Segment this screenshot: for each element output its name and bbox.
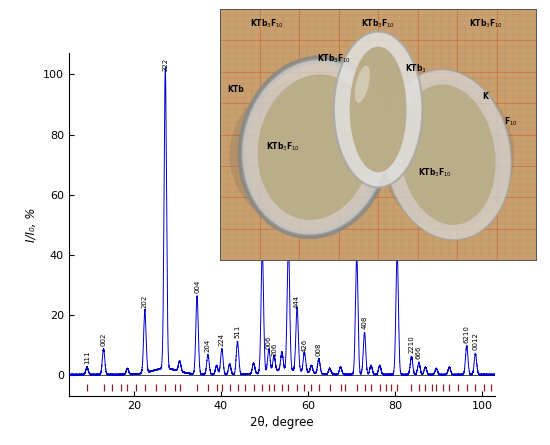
Ellipse shape — [355, 66, 370, 103]
Text: 222: 222 — [162, 58, 168, 71]
Text: 666: 666 — [416, 346, 422, 360]
Text: 226: 226 — [285, 226, 292, 239]
Text: 224: 224 — [219, 333, 225, 346]
Text: 444: 444 — [294, 295, 300, 308]
Y-axis label: I/I₀, %: I/I₀, % — [24, 207, 37, 242]
Text: 408: 408 — [361, 316, 367, 329]
Ellipse shape — [334, 32, 422, 187]
Text: 511: 511 — [234, 325, 240, 338]
Text: 2210: 2210 — [409, 336, 415, 353]
Text: 002: 002 — [101, 332, 107, 346]
Text: 004: 004 — [194, 280, 200, 293]
Ellipse shape — [350, 47, 406, 172]
Text: KTb$_3$F$_{10}$: KTb$_3$F$_{10}$ — [361, 18, 395, 30]
Ellipse shape — [384, 69, 512, 240]
Text: KTb$_3$F$_{10}$: KTb$_3$F$_{10}$ — [469, 18, 503, 30]
Text: 404: 404 — [259, 235, 265, 248]
Text: 202: 202 — [142, 295, 148, 308]
Text: 426: 426 — [301, 339, 307, 352]
Text: KTb$_3$F$_{10}$: KTb$_3$F$_{10}$ — [317, 53, 351, 65]
Text: 626: 626 — [354, 235, 360, 248]
X-axis label: 2θ, degree: 2θ, degree — [250, 417, 313, 429]
Text: KTb$_3$F$_{10}$: KTb$_3$F$_{10}$ — [250, 18, 284, 30]
Text: F$_{10}$: F$_{10}$ — [504, 116, 518, 128]
Ellipse shape — [229, 79, 388, 230]
Text: KTb$_3$F$_{10}$: KTb$_3$F$_{10}$ — [266, 141, 300, 154]
Text: KTb$_3$F$_{10}$: KTb$_3$F$_{10}$ — [418, 166, 452, 178]
Text: 448: 448 — [394, 232, 400, 245]
Ellipse shape — [400, 85, 496, 225]
Text: 204: 204 — [205, 339, 211, 352]
Ellipse shape — [257, 74, 372, 220]
Text: 6210: 6210 — [464, 325, 470, 343]
Text: 006: 006 — [266, 336, 272, 349]
Text: KTb$_3$: KTb$_3$ — [405, 63, 427, 76]
Text: 111: 111 — [84, 350, 90, 364]
Text: 206: 206 — [271, 343, 277, 356]
Text: 008: 008 — [316, 343, 322, 356]
Text: KTb: KTb — [228, 85, 244, 94]
Ellipse shape — [242, 59, 388, 235]
Ellipse shape — [381, 79, 514, 230]
Text: K: K — [483, 93, 488, 101]
Text: 0012: 0012 — [472, 332, 478, 350]
